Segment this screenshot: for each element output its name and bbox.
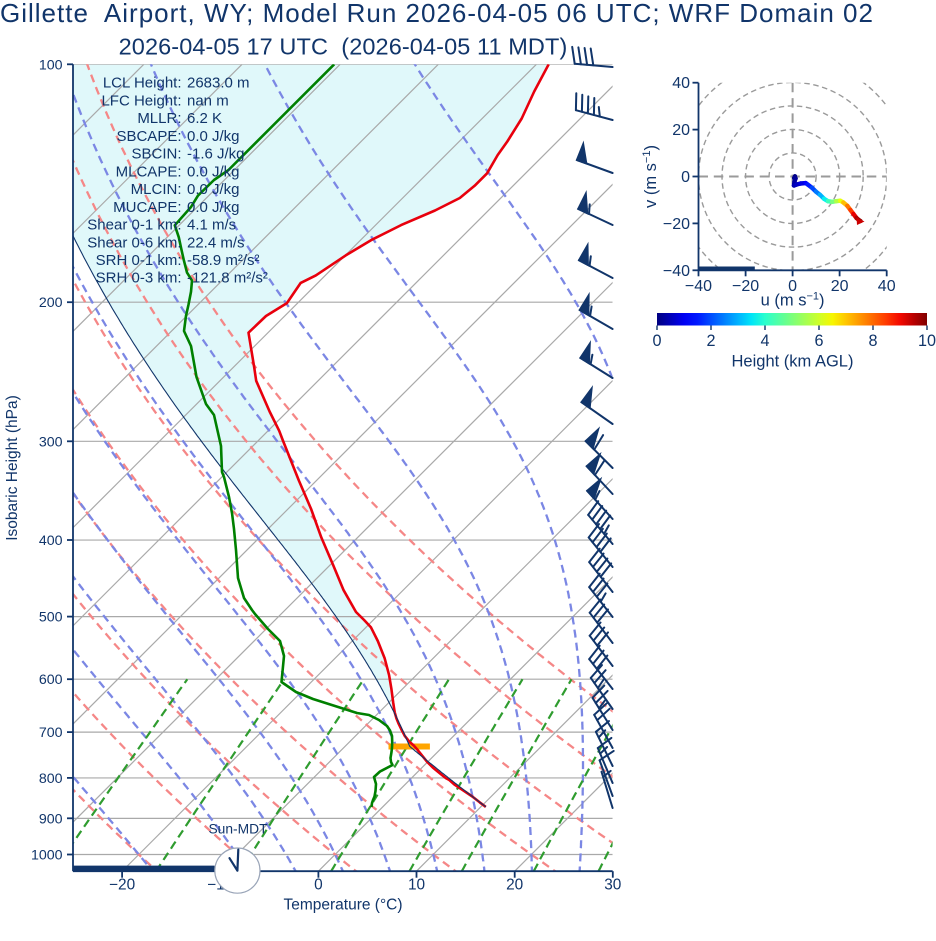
svg-text:300: 300 bbox=[39, 434, 63, 450]
svg-text:SRH 0-1 km:: SRH 0-1 km: bbox=[96, 252, 182, 269]
svg-text:Height (km AGL): Height (km AGL) bbox=[732, 353, 854, 371]
svg-text:40: 40 bbox=[672, 75, 690, 92]
svg-text:10: 10 bbox=[408, 877, 425, 894]
svg-text:6: 6 bbox=[814, 332, 823, 350]
svg-text:1000: 1000 bbox=[31, 848, 63, 864]
svg-text:0: 0 bbox=[652, 332, 661, 350]
svg-text:−20: −20 bbox=[109, 877, 135, 894]
svg-text:LFC Height:: LFC Height: bbox=[101, 92, 181, 109]
svg-text:600: 600 bbox=[39, 672, 63, 688]
svg-text:200: 200 bbox=[39, 295, 63, 311]
svg-text:0: 0 bbox=[681, 169, 690, 186]
svg-text:8: 8 bbox=[868, 332, 877, 350]
svg-text:4.1 m/s: 4.1 m/s bbox=[187, 217, 236, 234]
svg-text:−20: −20 bbox=[732, 278, 759, 295]
svg-text:−40: −40 bbox=[685, 278, 712, 295]
svg-text:Isobaric Height (hPa): Isobaric Height (hPa) bbox=[4, 395, 21, 541]
svg-text:0.0 J/kg: 0.0 J/kg bbox=[187, 199, 240, 216]
svg-text:2026-04-05 17 UTC (2026-04-05: 2026-04-05 17 UTC (2026-04-05 11 MDT) bbox=[119, 34, 568, 60]
svg-text:0.0 J/kg: 0.0 J/kg bbox=[187, 163, 240, 180]
svg-text:MLCIN:: MLCIN: bbox=[131, 181, 182, 198]
svg-text:700: 700 bbox=[39, 725, 63, 741]
svg-text:22.4 m/s: 22.4 m/s bbox=[187, 234, 245, 251]
svg-text:6.2 K: 6.2 K bbox=[187, 110, 222, 127]
svg-text:20: 20 bbox=[831, 278, 849, 295]
svg-text:30: 30 bbox=[604, 877, 621, 894]
svg-text:SBCIN:: SBCIN: bbox=[131, 146, 181, 163]
svg-text:400: 400 bbox=[39, 533, 63, 549]
svg-text:20: 20 bbox=[672, 122, 690, 139]
svg-text:Gillette Airport, WY; Model R: Gillette Airport, WY; Model Run 2026-04-… bbox=[0, 0, 874, 28]
svg-text:40: 40 bbox=[878, 278, 896, 295]
svg-text:Temperature (°C): Temperature (°C) bbox=[283, 897, 402, 914]
svg-text:MUCAPE:: MUCAPE: bbox=[113, 199, 181, 216]
svg-text:SBCAPE:: SBCAPE: bbox=[116, 128, 181, 145]
svg-text:900: 900 bbox=[39, 811, 63, 827]
svg-text:Shear 0-1 km:: Shear 0-1 km: bbox=[87, 217, 181, 234]
svg-text:MLCAPE:: MLCAPE: bbox=[116, 163, 182, 180]
svg-text:800: 800 bbox=[39, 771, 63, 787]
svg-text:LCL Height:: LCL Height: bbox=[103, 75, 182, 92]
svg-text:-58.9 m²/s²: -58.9 m²/s² bbox=[187, 252, 260, 269]
svg-text:-121.8 m²/s²: -121.8 m²/s² bbox=[187, 270, 268, 287]
svg-text:0.0 J/kg: 0.0 J/kg bbox=[187, 181, 240, 198]
svg-text:-1.6 J/kg: -1.6 J/kg bbox=[187, 146, 245, 163]
svg-text:10: 10 bbox=[918, 332, 936, 350]
svg-text:−20: −20 bbox=[663, 216, 690, 233]
svg-text:nan m: nan m bbox=[187, 92, 229, 109]
svg-text:2683.0 m: 2683.0 m bbox=[187, 75, 250, 92]
svg-text:Sun-MDT: Sun-MDT bbox=[208, 822, 268, 837]
svg-text:500: 500 bbox=[39, 610, 63, 626]
svg-text:20: 20 bbox=[506, 877, 523, 894]
svg-text:0: 0 bbox=[314, 877, 323, 894]
svg-text:0.0 J/kg: 0.0 J/kg bbox=[187, 128, 240, 145]
svg-text:Shear 0-6 km:: Shear 0-6 km: bbox=[87, 234, 181, 251]
svg-text:SRH 0-3 km:: SRH 0-3 km: bbox=[96, 270, 182, 287]
svg-text:100: 100 bbox=[39, 57, 63, 73]
svg-text:2: 2 bbox=[706, 332, 715, 350]
svg-text:MLLR:: MLLR: bbox=[137, 110, 181, 127]
svg-text:4: 4 bbox=[760, 332, 769, 350]
